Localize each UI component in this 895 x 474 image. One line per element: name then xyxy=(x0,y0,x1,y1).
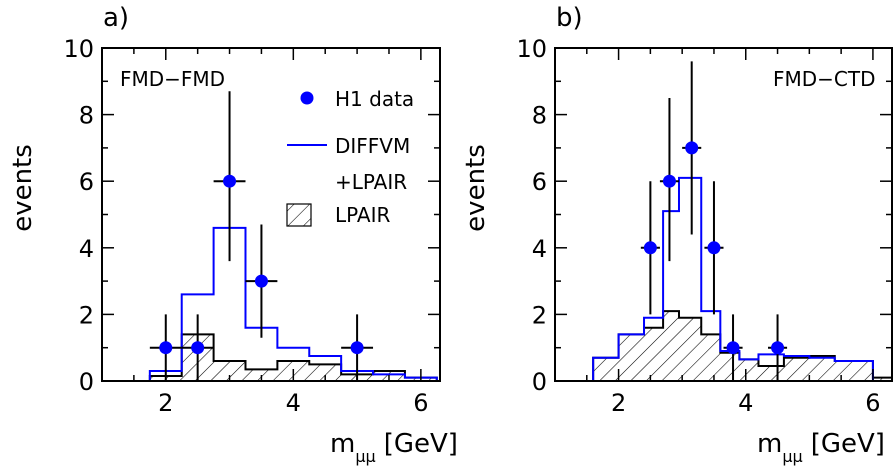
panel-a-region-label: FMD−FMD xyxy=(120,67,225,91)
panel-b: b) events FMD−CTD mμμ [GeV] 0 2 4 6 8 10 2 4 6 xyxy=(461,3,893,466)
legend-data-marker xyxy=(300,91,314,105)
panel-b-data-point-3 xyxy=(707,241,721,255)
panel-a-tag: a) xyxy=(103,3,129,33)
panel-a-ytick-label-3: 6 xyxy=(79,168,94,196)
panel-a-ytick-label-1: 2 xyxy=(79,301,94,329)
panel-b-lpair-histogram xyxy=(592,310,893,382)
panel-b-diffvm-lpair-line xyxy=(592,176,874,381)
panel-b-ytick-label-0: 0 xyxy=(532,368,547,396)
panel-b-ytick-label-4: 8 xyxy=(532,102,547,130)
legend-line-label-2: +LPAIR xyxy=(335,170,407,194)
panel-a-data-point-3 xyxy=(254,274,268,288)
panel-a-data-point-4 xyxy=(350,341,364,355)
legend: H1 data DIFFVM +LPAIR LPAIR xyxy=(286,87,414,227)
panel-b-data-point-0 xyxy=(643,241,657,255)
panel-b-xtick-label-2: 6 xyxy=(865,389,880,417)
panel-b-data-point-5 xyxy=(771,341,785,355)
panel-b-xlabel: mμμ [GeV] xyxy=(757,429,885,466)
panel-a-xtick-label-0: 2 xyxy=(158,389,173,417)
panel-b-ytick-label-1: 2 xyxy=(532,301,547,329)
panel-a-ytick-label-4: 8 xyxy=(79,102,94,130)
panel-b-ytick-label-5: 10 xyxy=(516,35,547,63)
panel-a-data-point-0 xyxy=(159,341,173,355)
legend-data-label: H1 data xyxy=(335,87,414,111)
panel-a-xlabel: mμμ [GeV] xyxy=(330,429,458,466)
legend-hatch-label: LPAIR xyxy=(335,203,391,227)
legend-line-label-1: DIFFVM xyxy=(335,134,410,158)
panel-a-data-point-1 xyxy=(191,341,205,355)
panel-b-xtick-label-1: 4 xyxy=(738,389,753,417)
panel-b-ytick-label-3: 6 xyxy=(532,168,547,196)
panel-a-xtick-label-2: 6 xyxy=(413,389,428,417)
legend-hatch-swatch xyxy=(286,203,312,227)
panel-b-ytick-label-2: 4 xyxy=(532,235,547,263)
panel-b-data-point-4 xyxy=(726,341,740,355)
panel-b-data-point-1 xyxy=(662,174,676,188)
panel-b-data-point-2 xyxy=(685,141,699,155)
panel-a: a) events FMD−FMD mμμ [GeV] H1 data DIFFV… xyxy=(8,3,458,466)
panel-b-xtick-label-0: 2 xyxy=(611,389,626,417)
panel-a-diffvm-lpair-line xyxy=(148,226,438,381)
panel-a-ylabel: events xyxy=(8,144,38,232)
panel-b-frame xyxy=(554,47,893,382)
panel-a-data-point-2 xyxy=(223,174,237,188)
panel-a-ytick-label-5: 10 xyxy=(63,35,94,63)
panel-b-tag: b) xyxy=(556,3,583,33)
panel-a-ytick-label-2: 4 xyxy=(79,235,94,263)
panel-b-region-label: FMD−CTD xyxy=(773,67,876,91)
panel-a-ytick-label-0: 0 xyxy=(79,368,94,396)
panel-a-xtick-label-1: 4 xyxy=(286,389,301,417)
panel-b-ylabel: events xyxy=(461,144,491,232)
